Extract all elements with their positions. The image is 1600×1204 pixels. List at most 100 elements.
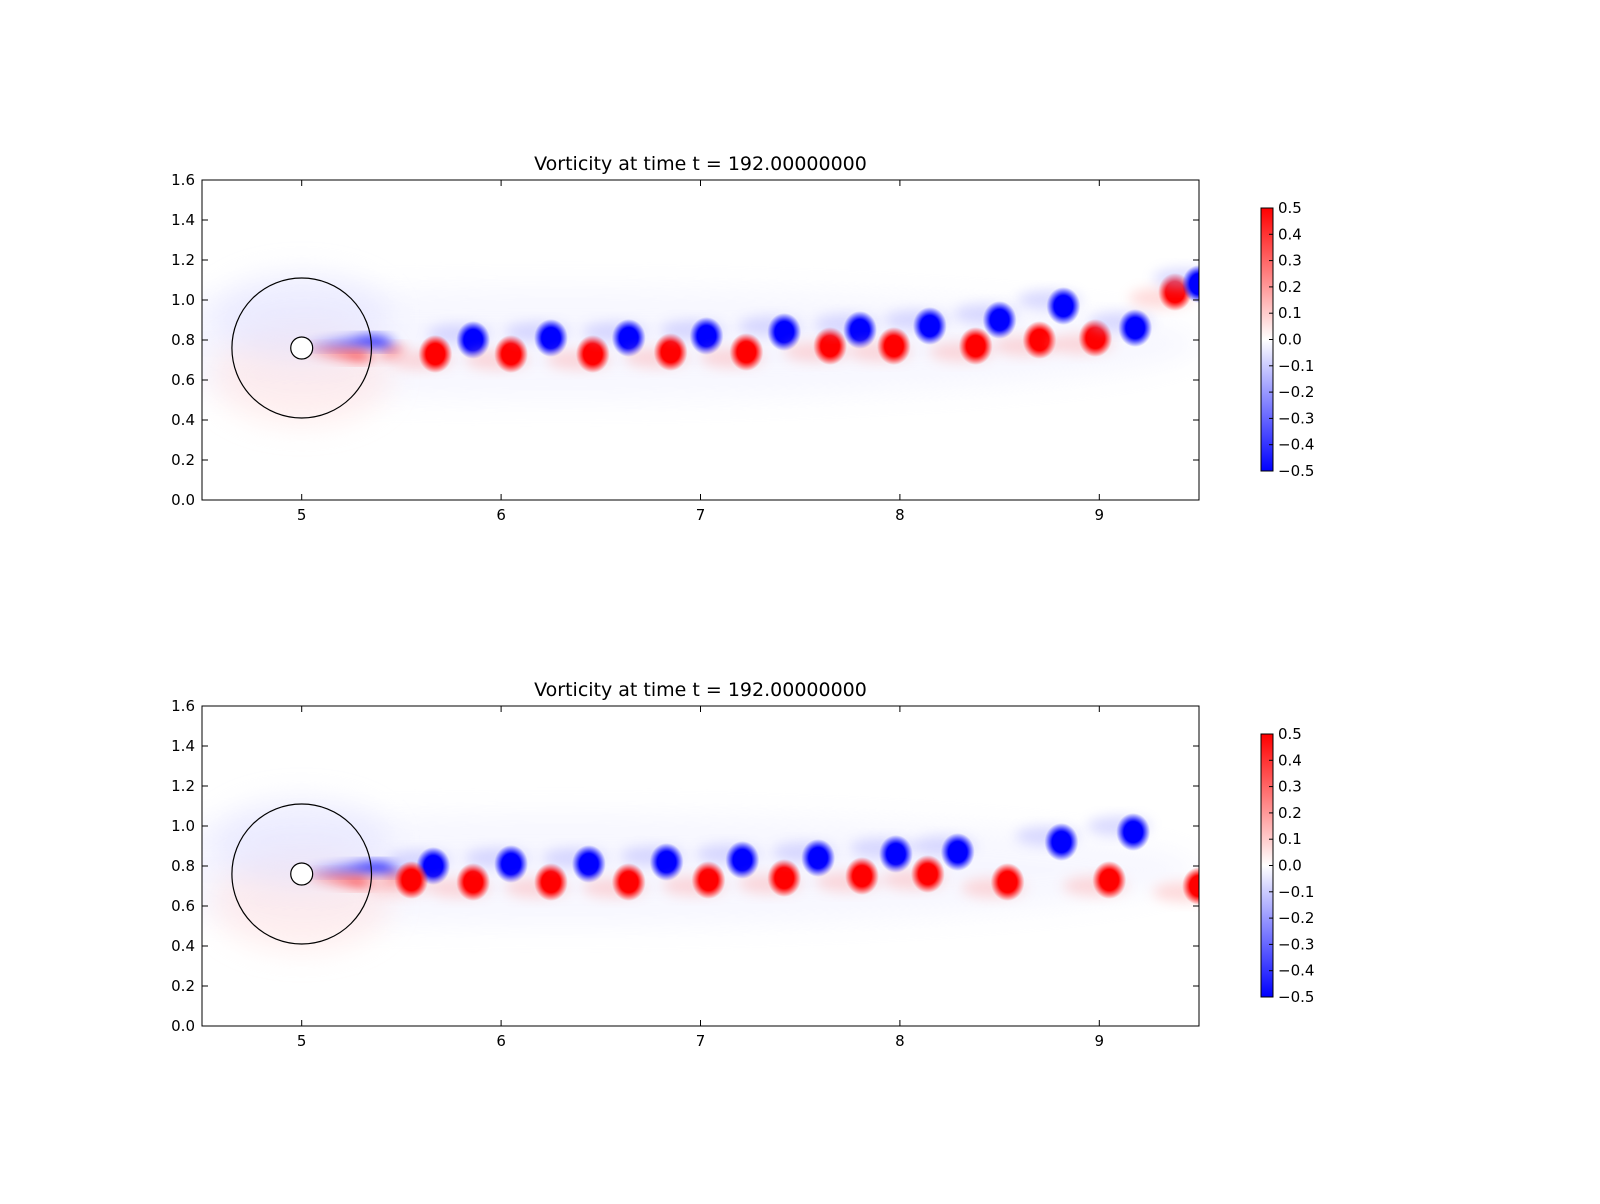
- y-tick-label: 1.0: [171, 291, 195, 309]
- negative-vortex: [725, 841, 760, 879]
- positive-vortex: [1182, 867, 1199, 905]
- y-tick-label: 0.0: [171, 491, 195, 509]
- colorbar-tick-label: 0.3: [1278, 778, 1302, 796]
- negative-vortex: [1118, 309, 1153, 347]
- negative-vortex: [456, 321, 491, 359]
- negative-vortex: [494, 845, 529, 883]
- y-tick-label: 0.8: [171, 331, 195, 349]
- positive-vortex: [1092, 861, 1127, 899]
- colorbar-tick-label: −0.5: [1278, 462, 1314, 480]
- positive-vortex: [958, 327, 993, 365]
- cylinder: [290, 336, 314, 360]
- negative-vortex: [982, 301, 1017, 339]
- y-tick-label: 1.2: [171, 777, 195, 795]
- colorbar-tick-label: 0.4: [1278, 751, 1302, 769]
- negative-vortex: [843, 311, 877, 349]
- chart-title: Vorticity at time t = 192.00000000: [534, 679, 867, 701]
- x-tick-label: 6: [496, 1032, 506, 1050]
- vorticity-panel-1: 5 6 7 8 9 0.0 0.2 0.4 0.6 0.8 1.0 1.2 1.4 1.6 Vorticit…: [171, 153, 1314, 524]
- negative-vortex: [1046, 287, 1081, 325]
- x-tick-label: 9: [1095, 506, 1105, 524]
- positive-vortex: [876, 327, 911, 365]
- y-tick-label: 0.0: [171, 1017, 195, 1035]
- colorbar-tick-label: 0.3: [1278, 252, 1302, 270]
- positive-vortex: [845, 857, 879, 895]
- positive-vortex: [729, 333, 764, 371]
- y-tick-label: 1.4: [171, 211, 195, 229]
- negative-vortex: [912, 307, 947, 345]
- colorbar-tick-label: −0.1: [1278, 883, 1314, 901]
- x-tick-label: 8: [895, 1032, 905, 1050]
- vorticity-field: [202, 798, 1199, 952]
- positive-vortex: [394, 861, 429, 899]
- colorbar: 0.5 0.4 0.3 0.2 0.1 0.0 −0.1 −0.2 −0.3 −0.4 −0.5: [1260, 199, 1314, 480]
- positive-vortex: [813, 327, 848, 365]
- positive-vortex: [653, 333, 688, 371]
- colorbar-tick-label: −0.1: [1278, 357, 1314, 375]
- x-tick-label: 7: [696, 506, 706, 524]
- colorbar-tick-label: 0.2: [1278, 804, 1302, 822]
- y-tick-label: 1.4: [171, 737, 195, 755]
- negative-vortex: [534, 319, 568, 357]
- colorbar-tick-label: −0.2: [1278, 383, 1314, 401]
- y-tick-label: 0.6: [171, 897, 195, 915]
- vorticity-panel-2: 5 6 7 8 9 0.0 0.2 0.4 0.6 0.8 1.0 1.2 1.4 1.6 Vorticit…: [171, 679, 1314, 1050]
- colorbar-tick-label: −0.5: [1278, 988, 1314, 1006]
- x-tick-label: 9: [1095, 1032, 1105, 1050]
- colorbar-tick-label: 0.4: [1278, 225, 1302, 243]
- colorbar-tick-label: 0.0: [1278, 331, 1302, 349]
- colorbar-tick-label: −0.4: [1278, 436, 1314, 454]
- negative-vortex: [649, 843, 684, 881]
- colorbar-tick-label: 0.5: [1278, 199, 1302, 217]
- lower-shear-layer: [301, 346, 406, 360]
- y-tick-label: 0.8: [171, 857, 195, 875]
- x-tick-label: 6: [496, 506, 506, 524]
- negative-vortex: [689, 317, 724, 355]
- y-tick-label: 1.6: [171, 697, 195, 715]
- y-tick-label: 0.2: [171, 451, 195, 469]
- negative-vortex: [1182, 265, 1199, 303]
- positive-vortex: [494, 335, 529, 373]
- colorbar-tick-label: −0.3: [1278, 409, 1314, 427]
- positive-vortex: [1022, 321, 1057, 359]
- colorbar-tick-label: −0.4: [1278, 962, 1314, 980]
- x-tick-label: 5: [297, 506, 307, 524]
- cylinder: [290, 862, 314, 886]
- negative-vortex: [1044, 823, 1079, 861]
- x-tick-label: 5: [297, 1032, 307, 1050]
- colorbar-tick-label: 0.1: [1278, 304, 1302, 322]
- positive-vortex: [767, 859, 802, 897]
- negative-vortex: [940, 833, 975, 871]
- negative-vortex: [611, 319, 646, 357]
- colorbar-tick-label: 0.5: [1278, 725, 1302, 743]
- colorbar-tick-label: −0.2: [1278, 909, 1314, 927]
- colorbar: 0.5 0.4 0.3 0.2 0.1 0.0 −0.1 −0.2 −0.3 −0.4 −0.5: [1260, 725, 1314, 1006]
- x-tick-label: 7: [696, 1032, 706, 1050]
- positive-vortex: [990, 863, 1025, 901]
- y-tick-label: 0.4: [171, 411, 195, 429]
- colorbar-tick-label: 0.1: [1278, 830, 1302, 848]
- colorbar-tick-label: 0.0: [1278, 857, 1302, 875]
- positive-vortex: [575, 335, 610, 373]
- upper-shear-layer: [301, 862, 402, 874]
- positive-vortex: [418, 335, 453, 373]
- y-tick-label: 1.2: [171, 251, 195, 269]
- x-tick-label: 8: [895, 506, 905, 524]
- negative-vortex: [801, 839, 836, 877]
- positive-vortex: [534, 863, 568, 901]
- overset-ring: [231, 803, 373, 945]
- positive-vortex: [611, 863, 646, 901]
- negative-vortex: [878, 835, 913, 873]
- colorbar-tick-label: −0.3: [1278, 935, 1314, 953]
- overset-ring: [231, 277, 373, 419]
- negative-vortex: [571, 845, 606, 883]
- chart-title: Vorticity at time t = 192.00000000: [534, 153, 867, 175]
- y-tick-label: 1.0: [171, 817, 195, 835]
- lower-shear-layer: [301, 872, 412, 886]
- positive-vortex: [910, 855, 945, 893]
- colorbar-tick-label: 0.2: [1278, 278, 1302, 296]
- negative-vortex: [767, 313, 802, 351]
- y-tick-label: 1.6: [171, 171, 195, 189]
